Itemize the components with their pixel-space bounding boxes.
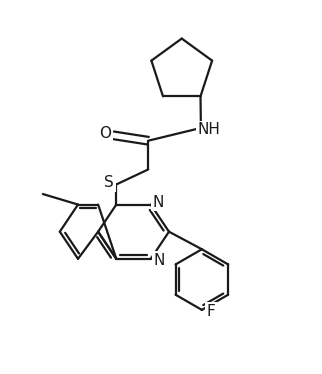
Text: F: F	[206, 304, 215, 319]
Text: O: O	[99, 126, 111, 141]
Text: N: N	[153, 253, 165, 268]
Text: N: N	[152, 194, 164, 209]
Text: S: S	[104, 175, 114, 190]
Text: NH: NH	[197, 122, 220, 137]
